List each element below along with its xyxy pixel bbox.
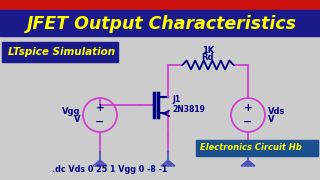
Polygon shape xyxy=(241,160,255,166)
Bar xyxy=(0,10,320,36)
Bar xyxy=(0,0,320,10)
Text: JFET Output Characteristics: JFET Output Characteristics xyxy=(27,15,297,33)
Text: −: − xyxy=(95,117,105,127)
Text: LTspice Simulation: LTspice Simulation xyxy=(8,47,115,57)
Text: J1: J1 xyxy=(172,96,180,105)
Text: Vds: Vds xyxy=(268,107,285,116)
Text: V: V xyxy=(74,116,80,125)
Text: V: V xyxy=(268,116,275,125)
Text: Rd: Rd xyxy=(202,53,214,62)
Polygon shape xyxy=(161,160,175,166)
Text: −: − xyxy=(243,117,253,127)
Text: +: + xyxy=(96,103,104,113)
Text: +: + xyxy=(244,103,252,113)
Bar xyxy=(2,42,118,62)
Text: Electronics Circuit Hb: Electronics Circuit Hb xyxy=(200,143,302,152)
Polygon shape xyxy=(93,160,107,166)
Text: Vgg: Vgg xyxy=(61,107,80,116)
Text: 1K: 1K xyxy=(202,46,214,55)
Bar xyxy=(196,140,318,156)
Text: .dc Vds 0 25 1 Vgg 0 -8 -1: .dc Vds 0 25 1 Vgg 0 -8 -1 xyxy=(52,165,168,174)
Text: 2N3819: 2N3819 xyxy=(172,105,205,114)
